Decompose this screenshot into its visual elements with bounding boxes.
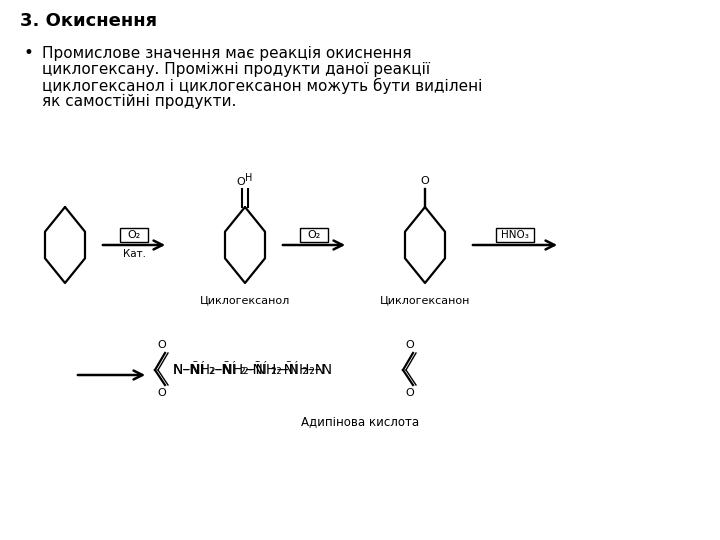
Text: H: H — [246, 173, 253, 183]
Text: циклогексану. Проміжні продукти даної реакції: циклогексану. Проміжні продукти даної ре… — [42, 62, 430, 77]
Bar — [496, 228, 534, 242]
Text: O: O — [158, 340, 166, 350]
Text: HNO₃: HNO₃ — [501, 230, 529, 240]
Text: Адипінова кислота: Адипінова кислота — [301, 415, 419, 428]
Text: Промислове значення має реакція окиснення: Промислове значення має реакція окисненн… — [42, 46, 412, 61]
Text: O₂: O₂ — [307, 230, 320, 240]
Text: 3. Окиснення: 3. Окиснення — [20, 12, 157, 30]
Text: Циклогексанол: Циклогексанол — [200, 295, 290, 305]
Text: Кат.: Кат. — [122, 249, 145, 259]
Text: N–ÑÍ ₂–ÑÍ ₂–ÑÍ ₂–ÑÍ ₂–N: N–ÑÍ ₂–ÑÍ ₂–ÑÍ ₂–ÑÍ ₂–N — [173, 363, 325, 377]
Text: O: O — [405, 340, 415, 350]
Text: O: O — [420, 176, 429, 186]
Text: O: O — [237, 177, 246, 187]
Text: O: O — [405, 388, 415, 398]
Text: O: O — [158, 388, 166, 398]
Text: N–NH₂–NH₂–NH₂–NH₂–N: N–NH₂–NH₂–NH₂–NH₂–N — [173, 363, 333, 377]
Text: O₂: O₂ — [127, 230, 140, 240]
Text: циклогексанол і циклогексанон можуть бути виділені: циклогексанол і циклогексанон можуть бут… — [42, 78, 482, 94]
Text: •: • — [23, 44, 33, 62]
Text: як самостійні продукти.: як самостійні продукти. — [42, 94, 236, 109]
Text: Циклогексанон: Циклогексанон — [380, 295, 470, 305]
Bar — [300, 228, 328, 242]
Bar — [120, 228, 148, 242]
